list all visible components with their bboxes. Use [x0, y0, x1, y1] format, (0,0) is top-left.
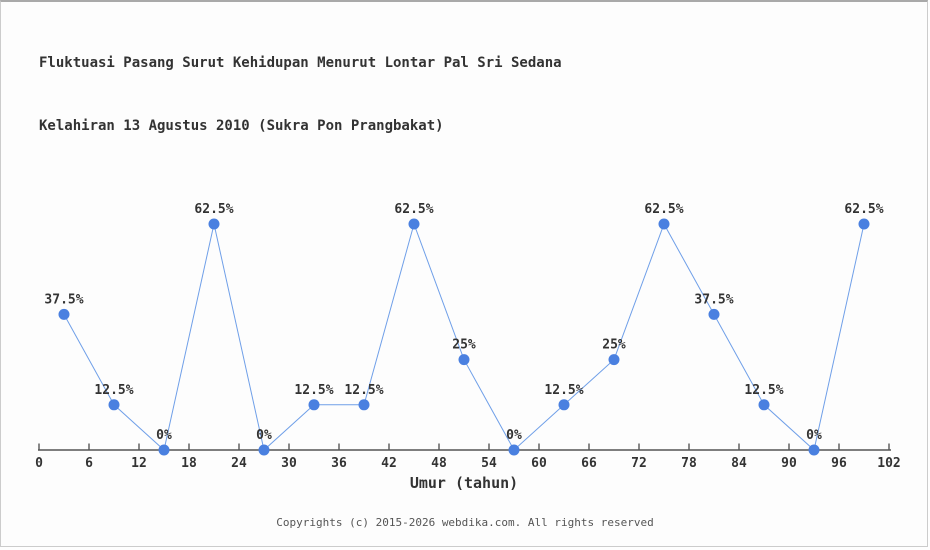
data-point-label: 0% — [506, 428, 522, 443]
data-point-label: 62.5% — [844, 202, 883, 217]
data-point — [308, 399, 320, 411]
x-tick-label: 60 — [531, 456, 547, 471]
data-point — [58, 308, 70, 320]
x-tick-label: 72 — [631, 456, 647, 471]
x-tick-label: 12 — [131, 456, 147, 471]
data-point — [458, 354, 470, 366]
data-point-label: 12.5% — [544, 383, 583, 398]
data-point — [208, 218, 220, 230]
data-point-label: 62.5% — [644, 202, 683, 217]
data-point-label: 37.5% — [694, 292, 733, 307]
data-point-label: 12.5% — [294, 383, 333, 398]
chart-title-line2: Kelahiran 13 Agustus 2010 (Sukra Pon Pra… — [39, 118, 444, 134]
data-point-label: 0% — [156, 428, 172, 443]
x-tick-label: 84 — [731, 456, 747, 471]
data-point-label: 62.5% — [394, 202, 433, 217]
x-tick-label: 42 — [381, 456, 397, 471]
x-tick-label: 24 — [231, 456, 247, 471]
x-tick-label: 54 — [481, 456, 497, 471]
data-point-label: 25% — [452, 338, 476, 353]
data-point — [658, 218, 670, 230]
x-tick-label: 18 — [181, 456, 197, 471]
data-point — [358, 399, 370, 411]
data-point-label: 0% — [806, 428, 822, 443]
data-point — [158, 444, 170, 456]
data-point — [608, 354, 620, 366]
data-point — [408, 218, 420, 230]
x-tick-label: 30 — [281, 456, 297, 471]
data-point — [808, 444, 820, 456]
x-tick-label: 78 — [681, 456, 697, 471]
data-point — [858, 218, 870, 230]
data-point — [108, 399, 120, 411]
x-tick-label: 102 — [877, 456, 900, 471]
data-point — [758, 399, 770, 411]
data-point-label: 0% — [256, 428, 272, 443]
copyright-footer: Copyrights (c) 2015-2026 webdika.com. Al… — [276, 516, 654, 529]
x-tick-label: 0 — [35, 456, 43, 471]
data-point-label: 12.5% — [744, 383, 783, 398]
x-tick-label: 96 — [831, 456, 847, 471]
x-tick-label: 66 — [581, 456, 597, 471]
x-tick-label: 90 — [781, 456, 797, 471]
data-point — [708, 308, 720, 320]
data-point-label: 37.5% — [44, 292, 83, 307]
x-tick-label: 6 — [85, 456, 93, 471]
data-point-label: 62.5% — [194, 202, 233, 217]
data-point-label: 12.5% — [94, 383, 133, 398]
chart-title-line1: Fluktuasi Pasang Surut Kehidupan Menurut… — [39, 55, 562, 71]
data-point-label: 12.5% — [344, 383, 383, 398]
data-point — [558, 399, 570, 411]
data-point-label: 25% — [602, 338, 626, 353]
x-tick-label: 36 — [331, 456, 347, 471]
chart-title: Fluktuasi Pasang Surut Kehidupan Menurut… — [39, 11, 562, 179]
data-point — [508, 444, 520, 456]
x-tick-label: 48 — [431, 456, 447, 471]
data-point — [258, 444, 270, 456]
x-axis-title: Umur (tahun) — [409, 474, 519, 492]
